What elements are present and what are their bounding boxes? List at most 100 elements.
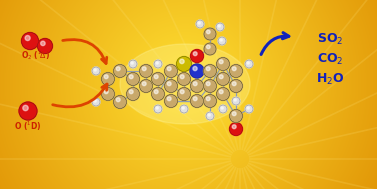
Circle shape <box>127 73 139 85</box>
Circle shape <box>154 105 162 113</box>
Circle shape <box>129 60 137 68</box>
Circle shape <box>206 97 210 101</box>
Circle shape <box>92 98 100 106</box>
Circle shape <box>101 88 115 101</box>
Circle shape <box>216 73 230 85</box>
Circle shape <box>218 37 226 45</box>
Circle shape <box>182 107 184 109</box>
Circle shape <box>198 22 200 24</box>
Circle shape <box>193 67 197 71</box>
Circle shape <box>204 43 216 55</box>
Circle shape <box>234 99 236 101</box>
Circle shape <box>190 80 204 92</box>
Circle shape <box>19 102 37 120</box>
Circle shape <box>204 28 216 40</box>
Circle shape <box>167 97 171 101</box>
Circle shape <box>221 107 223 109</box>
Circle shape <box>230 122 242 136</box>
Circle shape <box>142 82 146 86</box>
Circle shape <box>129 75 133 79</box>
Circle shape <box>139 80 153 92</box>
Circle shape <box>178 73 190 85</box>
Circle shape <box>94 100 96 102</box>
Circle shape <box>193 82 197 86</box>
Circle shape <box>156 62 158 64</box>
Text: O$_2$ ($^1\!\Delta$): O$_2$ ($^1\!\Delta$) <box>20 48 49 62</box>
Text: SO$_2$: SO$_2$ <box>317 31 343 46</box>
Circle shape <box>21 33 38 50</box>
Circle shape <box>25 36 30 41</box>
Circle shape <box>167 82 171 86</box>
Circle shape <box>190 64 204 78</box>
Circle shape <box>156 107 158 109</box>
Circle shape <box>230 109 242 122</box>
Circle shape <box>216 88 230 101</box>
Circle shape <box>207 30 210 34</box>
Circle shape <box>180 75 184 79</box>
Circle shape <box>204 64 216 77</box>
Circle shape <box>116 98 120 102</box>
Text: CO$_2$: CO$_2$ <box>317 51 343 67</box>
Circle shape <box>245 60 253 68</box>
Circle shape <box>180 90 184 94</box>
Circle shape <box>154 90 158 94</box>
Circle shape <box>127 88 139 101</box>
Circle shape <box>180 59 184 64</box>
Circle shape <box>104 75 108 79</box>
Circle shape <box>216 23 224 31</box>
Circle shape <box>164 64 178 77</box>
Circle shape <box>113 64 127 77</box>
Circle shape <box>190 50 204 63</box>
Circle shape <box>232 125 236 129</box>
Circle shape <box>245 105 253 113</box>
Text: H$_2$O: H$_2$O <box>316 71 344 87</box>
Circle shape <box>216 57 230 70</box>
Circle shape <box>116 67 120 71</box>
Circle shape <box>180 105 188 113</box>
Circle shape <box>139 64 153 77</box>
Circle shape <box>208 114 210 116</box>
Circle shape <box>247 107 249 109</box>
Circle shape <box>218 25 220 27</box>
Circle shape <box>220 39 222 41</box>
Circle shape <box>129 90 133 94</box>
Circle shape <box>232 67 236 71</box>
Circle shape <box>113 95 127 108</box>
Circle shape <box>232 97 240 105</box>
Circle shape <box>92 67 100 75</box>
Circle shape <box>167 67 171 71</box>
FancyArrowPatch shape <box>261 33 289 54</box>
Circle shape <box>101 73 115 85</box>
Circle shape <box>152 73 164 85</box>
Circle shape <box>193 97 197 101</box>
Circle shape <box>190 94 204 108</box>
Circle shape <box>178 88 190 101</box>
Ellipse shape <box>120 44 250 124</box>
Circle shape <box>176 57 192 71</box>
Circle shape <box>131 62 133 64</box>
Circle shape <box>219 90 223 94</box>
Text: O ($^1$D): O ($^1$D) <box>14 119 42 133</box>
Circle shape <box>154 75 158 79</box>
Circle shape <box>152 88 164 101</box>
Circle shape <box>219 75 223 79</box>
Circle shape <box>154 60 162 68</box>
Circle shape <box>94 69 96 71</box>
Circle shape <box>219 60 223 64</box>
Circle shape <box>193 52 197 56</box>
Circle shape <box>206 82 210 86</box>
FancyArrowPatch shape <box>63 40 107 64</box>
Circle shape <box>206 112 214 120</box>
Circle shape <box>232 82 236 86</box>
Circle shape <box>204 94 216 108</box>
Circle shape <box>104 90 108 94</box>
Circle shape <box>41 41 45 46</box>
Circle shape <box>204 80 216 92</box>
FancyArrowPatch shape <box>53 84 107 107</box>
Circle shape <box>37 39 52 53</box>
Circle shape <box>247 62 249 64</box>
Circle shape <box>142 67 146 71</box>
Circle shape <box>164 80 178 92</box>
Circle shape <box>164 94 178 108</box>
Circle shape <box>219 105 227 113</box>
